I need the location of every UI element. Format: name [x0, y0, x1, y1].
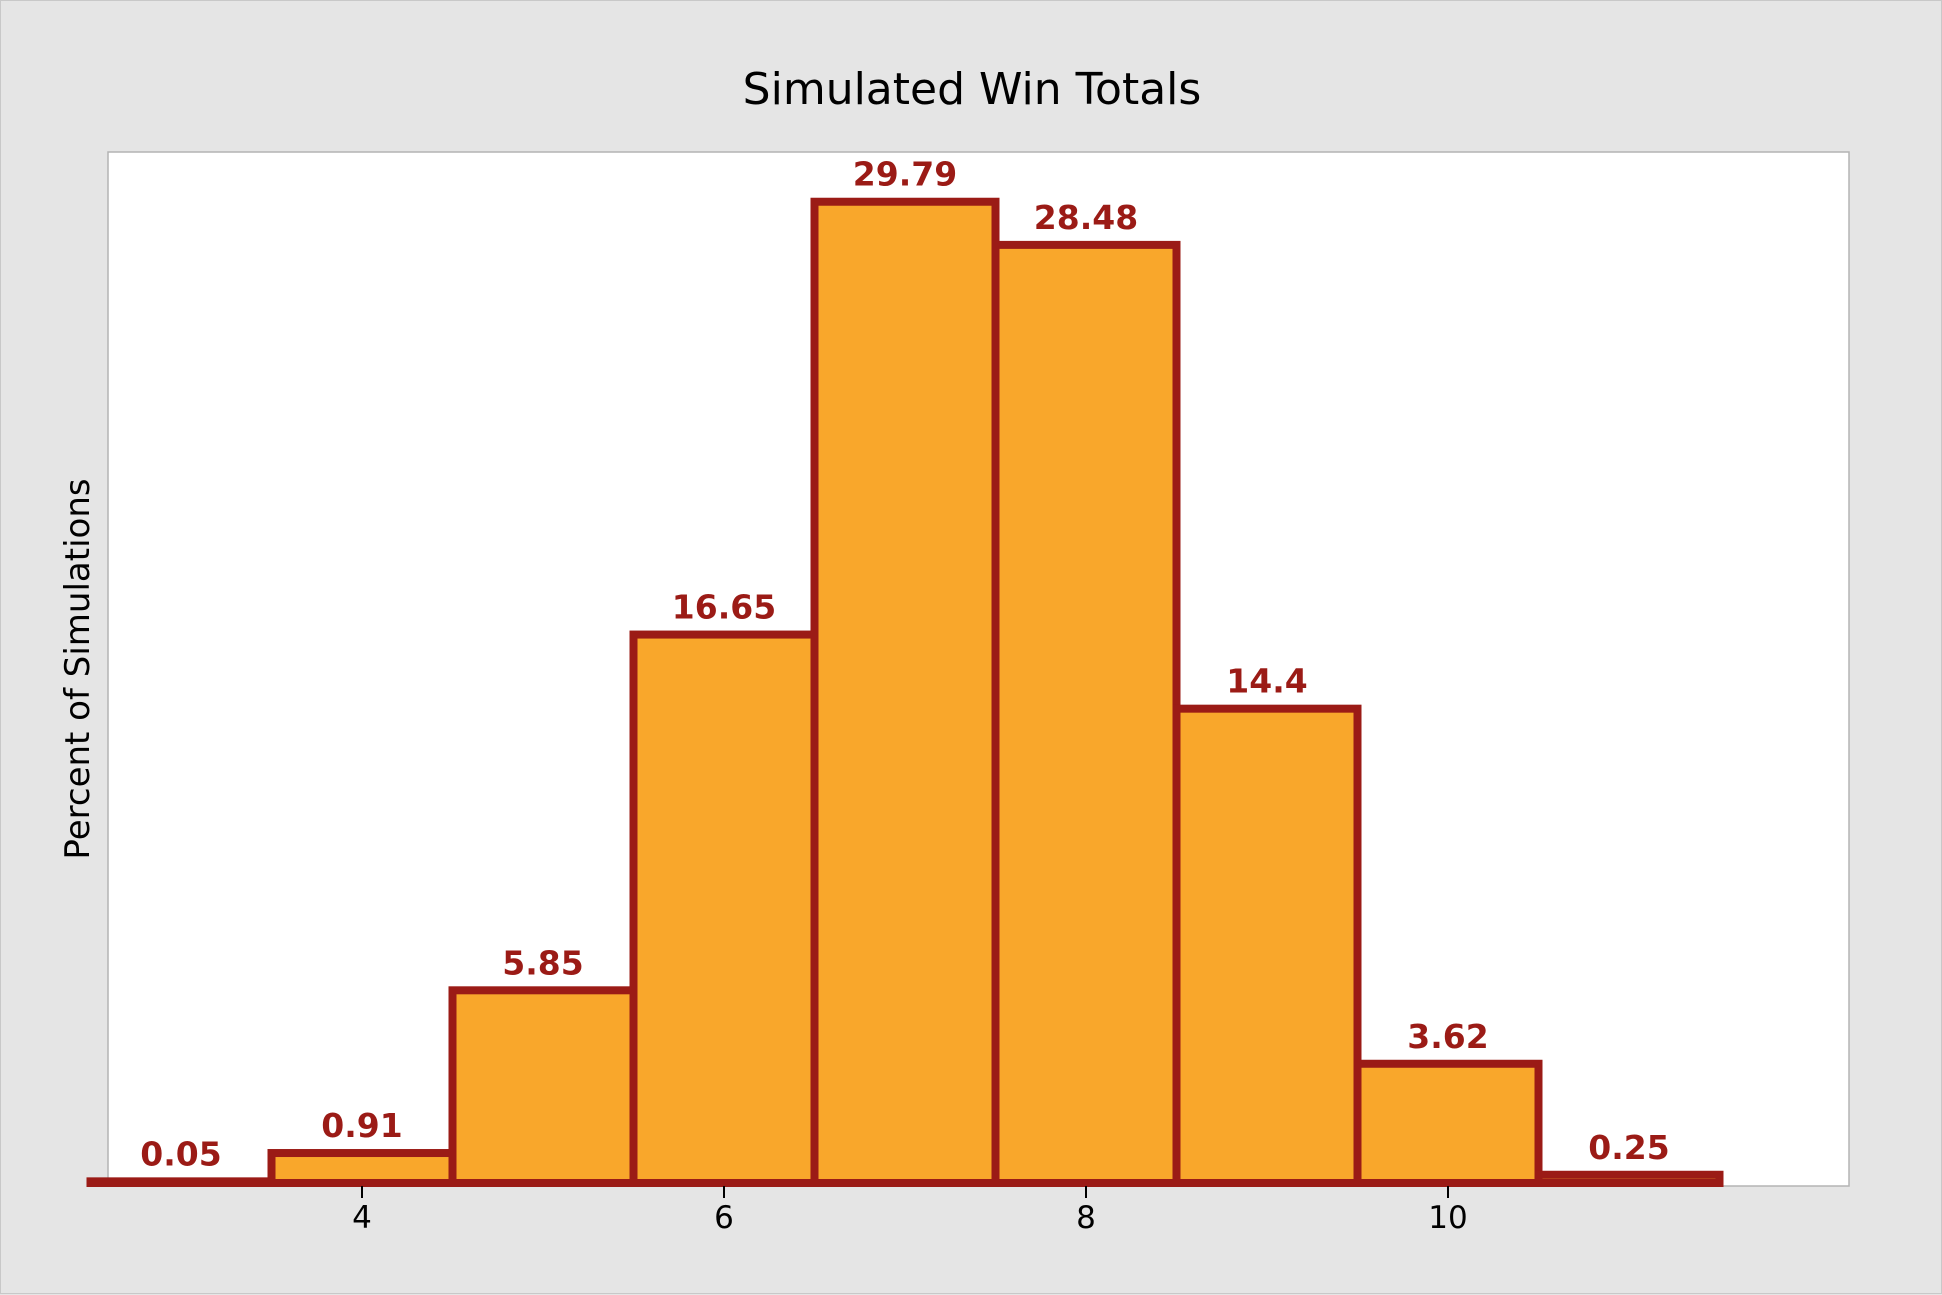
bar-4 — [267, 1149, 457, 1188]
bar-value-label-6: 16.65 — [672, 588, 776, 627]
y-axis-label: Percent of Simulations — [58, 478, 98, 859]
x-axis: 4 6 8 10 — [352, 1186, 1468, 1236]
bar-8 — [991, 240, 1181, 1188]
chart-title: Simulated Win Totals — [743, 64, 1202, 115]
bar-value-label-3: 0.05 — [140, 1134, 221, 1173]
bar-10 — [1353, 1059, 1543, 1188]
bar-11 — [1534, 1170, 1724, 1187]
bar-value-label-10: 3.62 — [1407, 1017, 1488, 1056]
bar-9 — [1172, 704, 1362, 1187]
x-tick-label-4: 4 — [352, 1200, 372, 1236]
x-tick-label-6: 6 — [714, 1200, 734, 1236]
bar-5 — [448, 986, 638, 1187]
x-tick-label-8: 8 — [1076, 1200, 1096, 1236]
bar-6 — [629, 630, 819, 1187]
bars — [86, 197, 1724, 1188]
bar-7 — [810, 197, 1000, 1187]
bar-labels: 0.05 0.91 5.85 16.65 29.79 28.48 14.4 3.62 0.25 — [140, 155, 1669, 1174]
bar-value-label-9: 14.4 — [1226, 662, 1307, 701]
bar-3 — [86, 1177, 276, 1187]
bar-value-label-11: 0.25 — [1588, 1128, 1669, 1167]
bar-value-label-4: 0.91 — [321, 1106, 402, 1145]
x-tick-label-10: 10 — [1428, 1200, 1467, 1236]
bar-value-label-8: 28.48 — [1034, 198, 1138, 237]
bar-value-label-5: 5.85 — [502, 943, 583, 982]
bar-value-label-7: 29.79 — [853, 155, 957, 194]
